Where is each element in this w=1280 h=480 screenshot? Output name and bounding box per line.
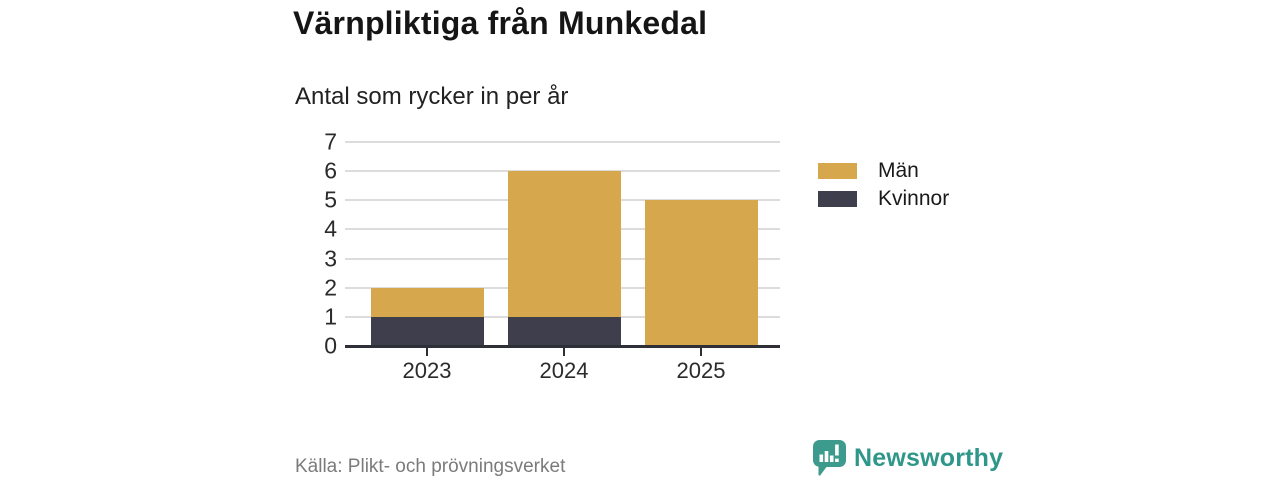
x-axis-line [345, 345, 780, 348]
gridline-y1 [345, 315, 780, 318]
x-axis-tick-label: 2023 [402, 358, 452, 383]
legend-label: Kvinnor [878, 187, 950, 210]
bar-2025-män [644, 200, 758, 346]
y-axis-tick-label: 3 [324, 245, 337, 272]
bar-2023-kvinnor [370, 316, 484, 346]
bar-2023-män [370, 287, 484, 317]
x-axis-tick [700, 348, 702, 356]
chart-subtitle: Antal som rycker in per år [295, 83, 569, 110]
legend: Män Kvinnor [818, 159, 950, 219]
gridline-y4 [345, 228, 780, 231]
legend-swatch-kvinnor [818, 191, 857, 207]
y-axis-tick-label: 1 [324, 303, 337, 330]
brand-name: Newsworthy [854, 443, 1004, 472]
brand-footer: Newsworthy [813, 440, 1003, 476]
x-axis-tick-label: 2024 [539, 358, 589, 383]
legend-label: Män [878, 159, 919, 182]
gridline-y6 [345, 170, 780, 173]
gridline-y3 [345, 257, 780, 260]
y-axis-tick-label: 7 [324, 128, 337, 155]
gridline-y5 [345, 199, 780, 202]
y-axis-tick-label: 4 [324, 215, 337, 242]
legend-swatch-män [818, 163, 857, 179]
newsworthy-logo-icon [813, 440, 846, 476]
bar-2024-män [507, 171, 621, 317]
source-caption: Källa: Plikt- och prövningsverket [295, 456, 566, 477]
x-axis-tick [563, 348, 565, 356]
y-axis-tick-label: 2 [324, 274, 337, 301]
y-axis-tick-label: 5 [324, 186, 337, 213]
y-axis-tick-label: 0 [324, 332, 337, 359]
gridline-y2 [345, 286, 780, 289]
legend-item-män: Män [818, 159, 949, 182]
bar-2024-kvinnor [507, 316, 621, 346]
x-axis-tick [426, 348, 428, 356]
y-axis-tick-label: 6 [324, 157, 337, 184]
chart-title: Värnpliktiga från Munkedal [293, 5, 708, 41]
gridline-y7 [345, 141, 780, 144]
x-axis-tick-label: 2025 [676, 358, 726, 383]
legend-item-kvinnor: Kvinnor [818, 187, 950, 210]
